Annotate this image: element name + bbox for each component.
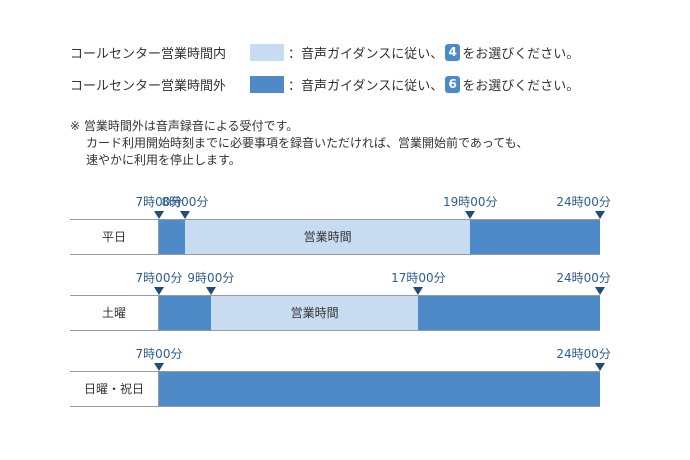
time-marker-label: 8時00分 (161, 195, 209, 209)
time-marker-label: 7時00分 (135, 271, 183, 285)
legend-outside-badge: 6 (445, 75, 461, 93)
day-label: 土曜 (101, 306, 126, 320)
time-marker-label: 7時00分 (135, 347, 183, 361)
schedule-row: 平日 営業時間 (70, 219, 600, 255)
timeline-1: 土曜 営業時間 7時00分 9時00分 17時00分 24時00分 (70, 271, 611, 331)
row-divider (158, 220, 159, 254)
legend-inside: コールセンター営業時間内 ：音声ガイダンスに従い、 4 をお選びください。 (70, 41, 579, 63)
schedule-row: 日曜・祝日 (70, 371, 600, 407)
business-hours-segment: 営業時間 (184, 220, 471, 254)
triangle-down-icon (595, 211, 605, 219)
triangle-down-icon (154, 211, 164, 219)
after-hours-segment (470, 220, 600, 254)
legend-outside-swatch (250, 75, 284, 93)
legend-outside: コールセンター営業時間外 ：音声ガイダンスに従い、 6 をお選びください。 (70, 73, 579, 95)
after-hours-segment (159, 372, 600, 406)
time-marker-label: 24時00分 (556, 195, 611, 209)
legend-inside-desc-before: ：音声ガイダンスに従い、 (288, 46, 444, 62)
triangle-down-icon (465, 211, 476, 219)
triangle-down-icon (413, 287, 424, 295)
time-marker-label: 19時00分 (443, 195, 498, 209)
legend-inside-swatch (250, 43, 284, 61)
day-label: 日曜・祝日 (83, 382, 144, 396)
legend-outside-desc-before: ：音声ガイダンスに従い、 (288, 78, 444, 94)
note-line-2: カード利用開始時刻までに必要事項を録音いただければ、営業開始前であっても、 (86, 136, 529, 150)
after-hours-segment (159, 220, 185, 254)
triangle-down-icon (154, 287, 164, 295)
legend-inside-desc-after: をお選びください。 (462, 46, 580, 62)
timeline-0: 平日 営業時間 7時00分 8時00分 19時00分 24時00分 (70, 195, 611, 255)
note-block: ※ 営業時間外は音声録音による受付です。 カード利用開始時刻までに必要事項を録音… (70, 118, 528, 169)
time-marker-label: 24時00分 (556, 271, 611, 285)
after-hours-segment (418, 296, 600, 330)
triangle-down-icon (154, 363, 164, 371)
legend-outside-desc-after: をお選びください。 (462, 78, 580, 94)
row-divider (158, 296, 159, 330)
triangle-down-icon (205, 287, 216, 295)
triangle-down-icon (179, 211, 190, 219)
legend-outside-label: コールセンター営業時間外 (70, 78, 227, 94)
business-hours-segment: 営業時間 (210, 296, 419, 330)
time-marker-label: 7時00分 (135, 195, 183, 209)
schedule-row: 土曜 営業時間 (70, 295, 600, 331)
after-hours-segment (159, 296, 211, 330)
legend-inside-label: コールセンター営業時間内 (70, 46, 227, 62)
triangle-down-icon (595, 363, 605, 371)
legend-inside-badge: 4 (445, 43, 461, 61)
note-line-3: 速やかに利用を停止します。 (86, 153, 241, 167)
note-line-1: ※ 営業時間外は音声録音による受付です。 (70, 119, 299, 133)
time-marker-label: 9時00分 (187, 271, 235, 285)
timeline-2: 日曜・祝日 7時00分 24時00分 (70, 347, 611, 407)
time-marker-label: 17時00分 (391, 271, 446, 285)
time-marker-label: 24時00分 (556, 347, 611, 361)
day-label: 平日 (101, 230, 126, 244)
row-divider (158, 372, 159, 406)
triangle-down-icon (595, 287, 605, 295)
